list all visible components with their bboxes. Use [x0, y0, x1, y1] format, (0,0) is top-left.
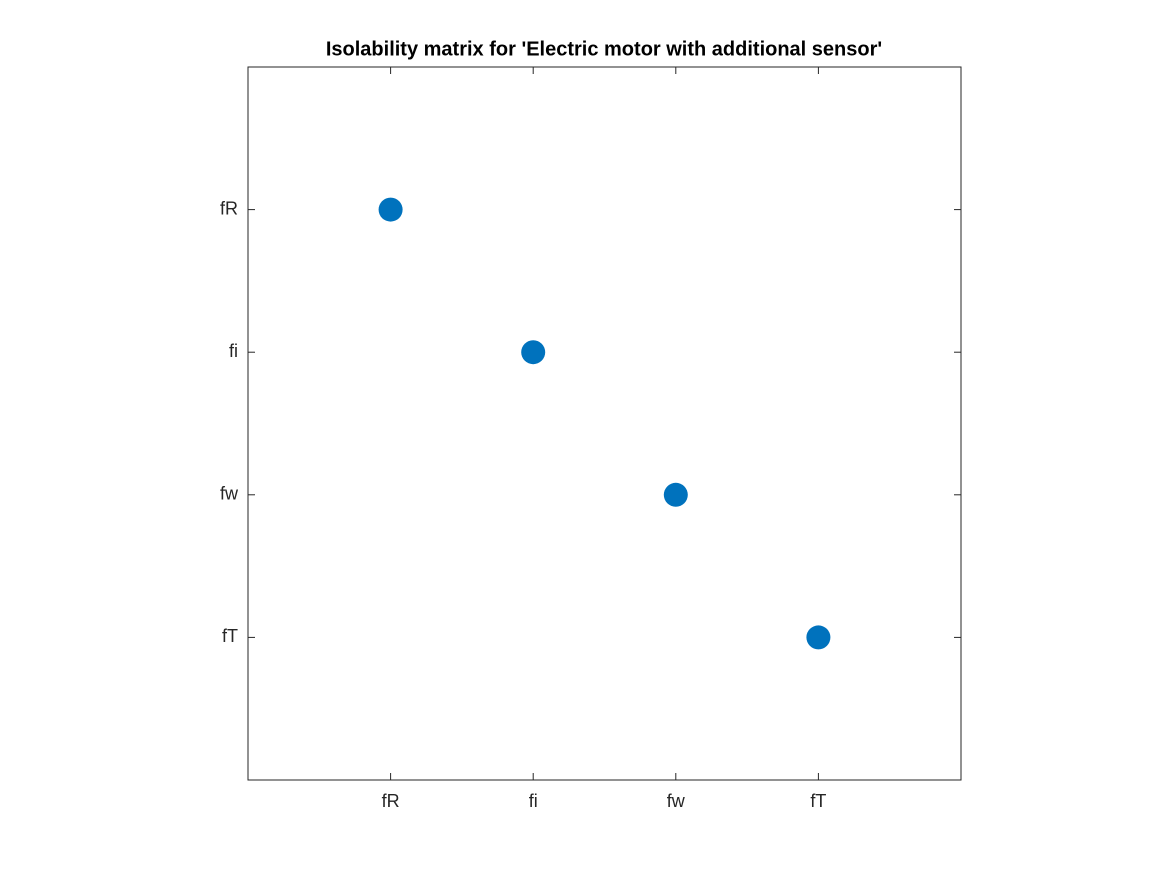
- y-tick-label: fT: [222, 626, 238, 646]
- x-tick-label: fw: [667, 791, 686, 811]
- scatter-point: [521, 340, 546, 365]
- chart-title: Isolability matrix for 'Electric motor w…: [326, 38, 882, 60]
- scatter-point: [663, 482, 688, 507]
- scatter-point: [806, 625, 831, 650]
- x-tick-label: fT: [810, 791, 826, 811]
- scatter-point: [378, 197, 403, 222]
- y-tick-label: fR: [220, 198, 238, 218]
- y-tick-label: fw: [220, 484, 239, 504]
- x-tick-label: fi: [529, 791, 538, 811]
- y-tick-label: fi: [229, 341, 238, 361]
- x-tick-label: fR: [382, 791, 400, 811]
- plot-box: [247, 66, 962, 781]
